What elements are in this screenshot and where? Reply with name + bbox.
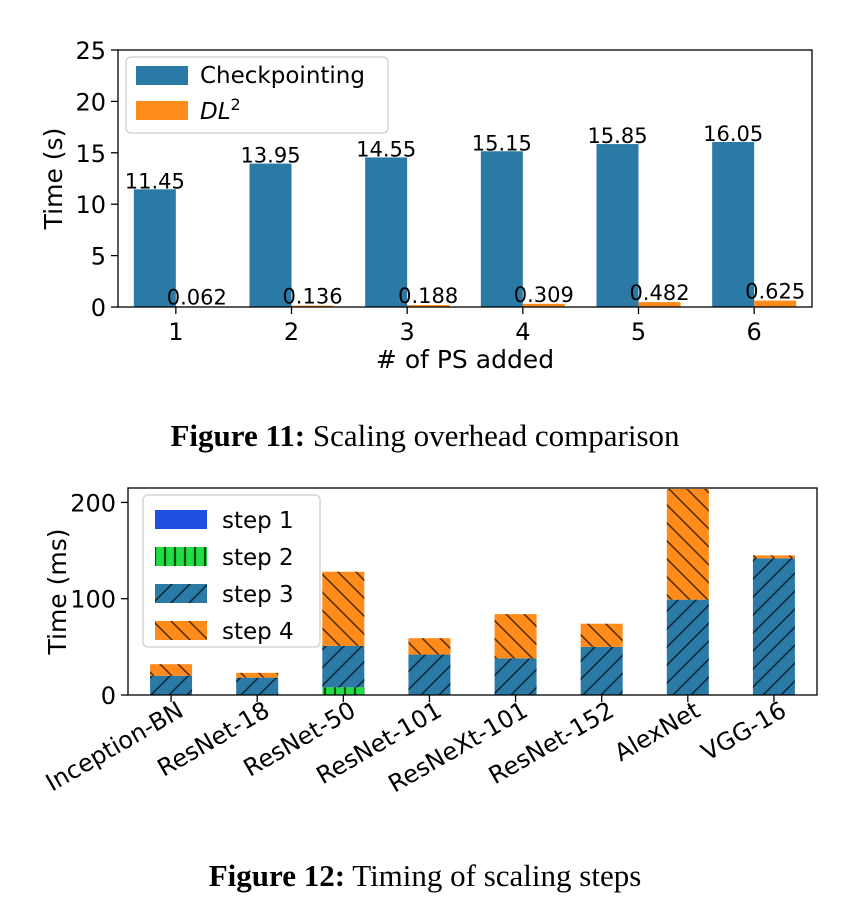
legend-swatch-checkpointing <box>136 66 188 85</box>
x-tick-label: 3 <box>400 318 415 346</box>
dl2-value-label: 0.482 <box>629 281 689 305</box>
step4-hatch <box>752 555 795 559</box>
step3-hatch <box>150 675 193 695</box>
step4-hatch <box>580 623 623 647</box>
step3-hatch <box>666 599 709 695</box>
legend-box <box>125 56 389 134</box>
legend-hatch-step4 <box>155 621 207 640</box>
y-tick-label: 5 <box>91 243 106 271</box>
x-axis-label: # of PS added <box>376 345 554 374</box>
plot-frame <box>127 487 818 696</box>
checkpointing-value-label: 16.05 <box>703 122 763 146</box>
dl2-value-label: 0.309 <box>514 283 574 307</box>
scaling-overhead-chart: 0 5 10 15 20 25 11.45 0.062 1 13.95 0.136 2 14.55 0.1… <box>39 37 813 374</box>
legend-label-step1: step 1 <box>222 508 294 534</box>
plot-frame <box>117 49 813 308</box>
step4-hatch <box>408 638 451 655</box>
checkpointing-bar <box>133 189 176 307</box>
y-axis-label: Time (ms) <box>43 528 72 655</box>
figure-12-caption: Figure 12: Timing of scaling steps <box>0 858 850 894</box>
legend: Checkpointing DL2 <box>125 56 389 134</box>
checkpointing-bar <box>365 157 408 307</box>
y-tick-label: 10 <box>75 191 106 219</box>
step2-hatch <box>322 687 365 695</box>
y-axis-label: Time (s) <box>39 128 68 231</box>
checkpointing-value-label: 15.85 <box>587 124 647 148</box>
checkpointing-bar <box>596 144 639 307</box>
legend-box <box>142 494 321 648</box>
checkpointing-bar <box>480 151 523 307</box>
y-tick-label: 15 <box>75 140 106 168</box>
step3-hatch <box>580 646 623 695</box>
x-tick-label: 5 <box>631 318 646 346</box>
checkpointing-bar <box>712 142 755 307</box>
checkpointing-value-label: 11.45 <box>125 169 185 193</box>
step4-hatch <box>150 664 193 676</box>
dl2-bar <box>407 305 450 307</box>
legend-swatch-step1 <box>155 510 207 529</box>
step3-hatch <box>494 658 537 695</box>
figure-12-text: Timing of scaling steps <box>345 858 642 893</box>
step4-hatch <box>236 672 279 678</box>
y-tick-label: 25 <box>75 37 106 65</box>
step3-hatch <box>408 654 451 695</box>
scaling-steps-chart: 0100200Inception-BNResNet-18ResNet-50Res… <box>41 487 818 798</box>
x-tick-label: AlexNet <box>610 696 705 767</box>
figure-11-label: Figure 11: <box>170 418 306 453</box>
step3-hatch <box>752 558 795 695</box>
legend-label-dl2: DL2 <box>200 95 241 125</box>
figure-11-caption: Figure 11: Scaling overhead comparison <box>0 418 850 454</box>
step4-hatch <box>322 571 365 646</box>
dl2-value-label: 0.136 <box>282 285 342 309</box>
x-tick-label: 2 <box>284 318 299 346</box>
legend-swatch-dl2 <box>136 101 188 120</box>
legend: step 1 step 2 step 3 step 4 <box>142 494 321 648</box>
legend-label-step3: step 3 <box>222 582 294 608</box>
step3-hatch <box>236 677 279 695</box>
x-tick-label: VGG-16 <box>697 696 791 767</box>
y-tick-label: 100 <box>70 586 116 614</box>
checkpointing-bar <box>249 163 292 307</box>
figure-12-label: Figure 12: <box>208 858 346 893</box>
legend-label-step4: step 4 <box>222 619 294 645</box>
dl2-bar <box>754 300 797 307</box>
step3-hatch <box>322 645 365 688</box>
dl2-bar <box>522 303 565 307</box>
checkpointing-value-label: 15.15 <box>472 131 532 155</box>
y-tick-label: 20 <box>75 88 106 116</box>
x-tick-label: 6 <box>747 318 762 346</box>
checkpointing-value-label: 14.55 <box>356 137 416 161</box>
legend-hatch-step3 <box>155 584 207 603</box>
y-tick-label: 0 <box>91 294 106 322</box>
dl2-value-label: 0.188 <box>398 284 458 308</box>
checkpointing-value-label: 13.95 <box>240 144 300 168</box>
y-tick-label: 0 <box>101 682 116 710</box>
legend-label-checkpointing: Checkpointing <box>200 63 365 89</box>
figure-11-text: Scaling overhead comparison <box>305 418 680 453</box>
step4-hatch <box>494 614 537 659</box>
dl2-bar <box>291 305 334 307</box>
x-tick-label: 4 <box>515 318 530 346</box>
legend-label-step2: step 2 <box>222 545 294 571</box>
legend-hatch-step2 <box>155 547 207 566</box>
step4-hatch <box>666 488 709 600</box>
y-tick-label: 200 <box>70 489 116 517</box>
dl2-value-label: 0.062 <box>167 285 227 309</box>
x-tick-label: 1 <box>168 318 183 346</box>
dl2-value-label: 0.625 <box>745 280 805 304</box>
dl2-bar <box>638 302 681 307</box>
